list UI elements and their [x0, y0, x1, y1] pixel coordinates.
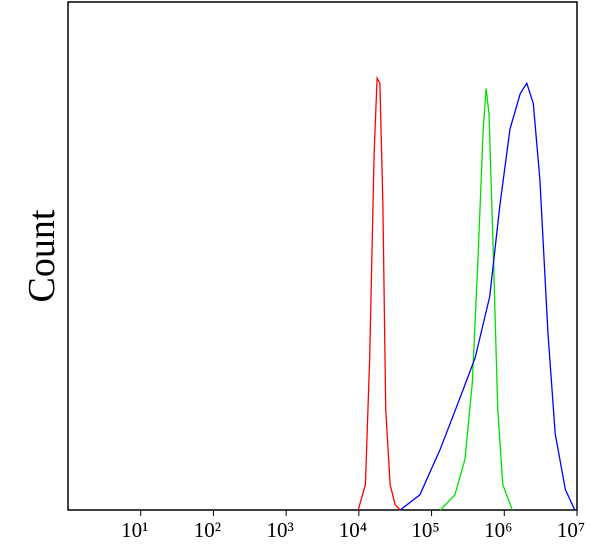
plot-frame — [67, 1, 578, 511]
x-tick-label: 10⁷ — [557, 518, 585, 542]
x-tick-label: 10⁶ — [484, 518, 512, 542]
x-tick-label: 10¹ — [121, 518, 148, 542]
x-tick-label: 10³ — [266, 518, 293, 542]
histogram-line — [357, 75, 401, 511]
x-tick-label: 10⁴ — [339, 518, 367, 542]
histogram-line — [439, 88, 513, 511]
y-axis-label: Count — [21, 209, 63, 302]
x-tick-label: 10⁵ — [411, 518, 439, 542]
x-tick-label: 10² — [194, 518, 221, 542]
histogram-line — [399, 81, 576, 511]
